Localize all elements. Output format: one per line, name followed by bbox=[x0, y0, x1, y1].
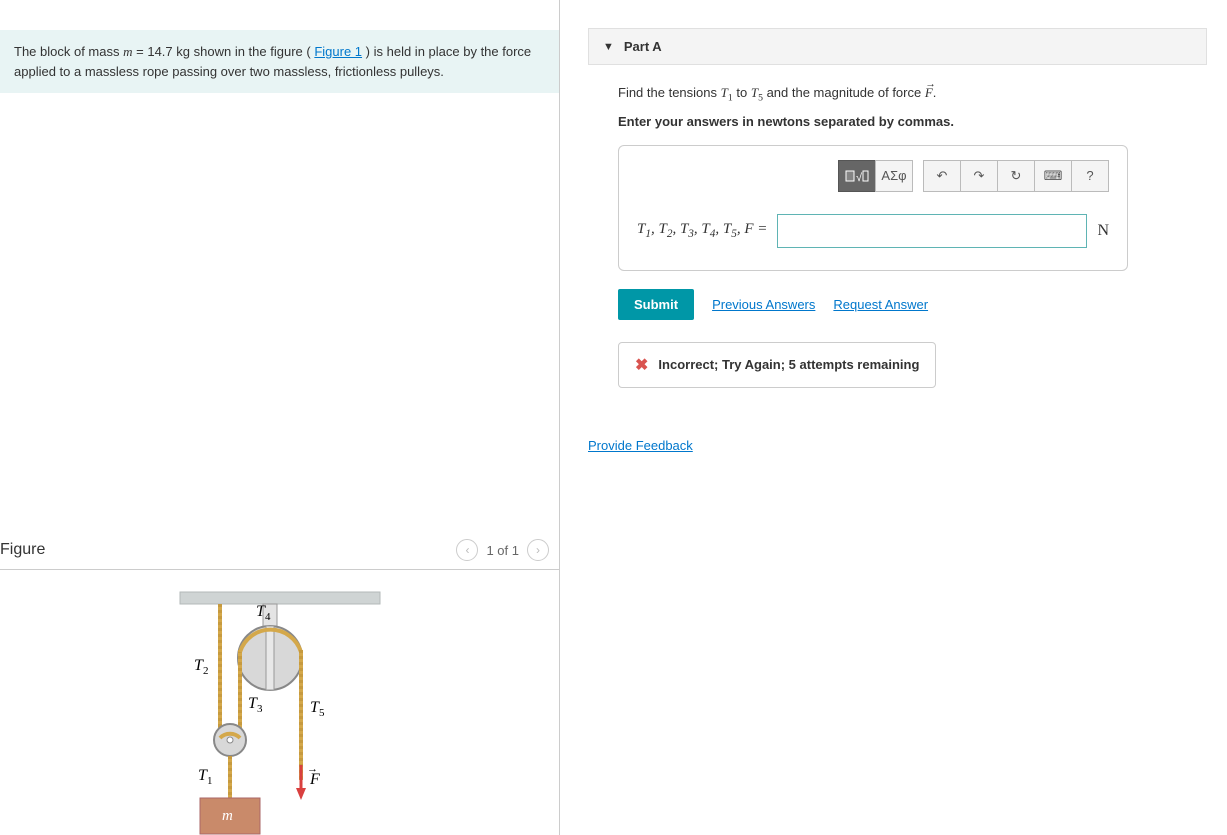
help-button[interactable]: ? bbox=[1071, 160, 1109, 192]
answer-row: T1, T2, T3, T4, T5, F = N bbox=[637, 214, 1109, 248]
figure-section: Figure ‹ 1 of 1 › bbox=[0, 531, 559, 835]
problem-text: The block of mass bbox=[14, 44, 123, 59]
instruction-text: Find the tensions T1 to T5 and the magni… bbox=[618, 85, 1207, 104]
eq-sign: = bbox=[136, 44, 147, 59]
request-answer-link[interactable]: Request Answer bbox=[833, 297, 928, 312]
figure-prev-button[interactable]: ‹ bbox=[456, 539, 478, 561]
templates-button[interactable]: √ bbox=[838, 160, 876, 192]
right-panel: ▼ Part A Find the tensions T1 to T5 and … bbox=[560, 0, 1227, 835]
svg-text:3: 3 bbox=[257, 703, 263, 715]
svg-text:4: 4 bbox=[265, 611, 271, 623]
svg-text:2: 2 bbox=[203, 665, 209, 677]
provide-feedback-row: Provide Feedback bbox=[588, 438, 1207, 453]
figure-nav: ‹ 1 of 1 › bbox=[456, 539, 549, 561]
incorrect-icon: ✖ bbox=[635, 355, 648, 375]
instr-suffix: and the magnitude of force bbox=[767, 85, 925, 100]
instruction-bold: Enter your answers in newtons separated … bbox=[618, 114, 1207, 129]
provide-feedback-link[interactable]: Provide Feedback bbox=[588, 438, 693, 453]
figure-header: Figure ‹ 1 of 1 › bbox=[0, 531, 559, 570]
feedback-text: Incorrect; Try Again; 5 attempts remaini… bbox=[658, 357, 919, 372]
svg-text:5: 5 bbox=[319, 707, 325, 719]
answer-unit: N bbox=[1097, 222, 1109, 240]
feedback-box: ✖ Incorrect; Try Again; 5 attempts remai… bbox=[618, 342, 936, 388]
reset-button[interactable]: ↻ bbox=[997, 160, 1035, 192]
instr-prefix: Find the tensions bbox=[618, 85, 721, 100]
collapse-caret-icon: ▼ bbox=[603, 41, 614, 53]
answer-toolbar: √ ΑΣφ ↶ ↷ ↻ ⌨ ? bbox=[637, 160, 1109, 192]
mass-symbol: m bbox=[123, 44, 132, 59]
figure-title: Figure bbox=[0, 541, 45, 559]
figure-body[interactable]: T 2 T 4 T 3 T 5 T 1 F → m bbox=[0, 570, 559, 835]
text-mid2: shown in the figure ( bbox=[194, 44, 311, 59]
submit-button[interactable]: Submit bbox=[618, 289, 694, 320]
mass-value: 14.7 bbox=[147, 44, 172, 59]
svg-text:1: 1 bbox=[207, 775, 213, 787]
part-header[interactable]: ▼ Part A bbox=[588, 28, 1207, 65]
previous-answers-link[interactable]: Previous Answers bbox=[712, 297, 815, 312]
mass-unit: kg bbox=[176, 44, 190, 59]
keyboard-button[interactable]: ⌨ bbox=[1034, 160, 1072, 192]
figure-next-button[interactable]: › bbox=[527, 539, 549, 561]
svg-text:→: → bbox=[307, 763, 318, 775]
answer-vars-label: T1, T2, T3, T4, T5, F = bbox=[637, 221, 767, 240]
part-body: Find the tensions T1 to T5 and the magni… bbox=[588, 65, 1207, 388]
problem-statement: The block of mass m = 14.7 kg shown in t… bbox=[0, 30, 559, 93]
figure-counter: 1 of 1 bbox=[486, 543, 519, 558]
pulley-diagram: T 2 T 4 T 3 T 5 T 1 F → m bbox=[150, 580, 410, 835]
part-label: Part A bbox=[624, 39, 662, 54]
undo-button[interactable]: ↶ bbox=[923, 160, 961, 192]
svg-text:√: √ bbox=[856, 172, 863, 184]
instr-mid: to bbox=[736, 85, 750, 100]
svg-text:m: m bbox=[222, 808, 233, 824]
answer-input[interactable] bbox=[777, 214, 1087, 248]
submit-row: Submit Previous Answers Request Answer bbox=[618, 289, 1207, 320]
figure-link[interactable]: Figure 1 bbox=[314, 44, 362, 59]
redo-button[interactable]: ↷ bbox=[960, 160, 998, 192]
answer-box: √ ΑΣφ ↶ ↷ ↻ ⌨ ? T1, T2, T3, T4, T5, F = bbox=[618, 145, 1128, 271]
greek-button[interactable]: ΑΣφ bbox=[875, 160, 913, 192]
left-panel: The block of mass m = 14.7 kg shown in t… bbox=[0, 0, 560, 835]
